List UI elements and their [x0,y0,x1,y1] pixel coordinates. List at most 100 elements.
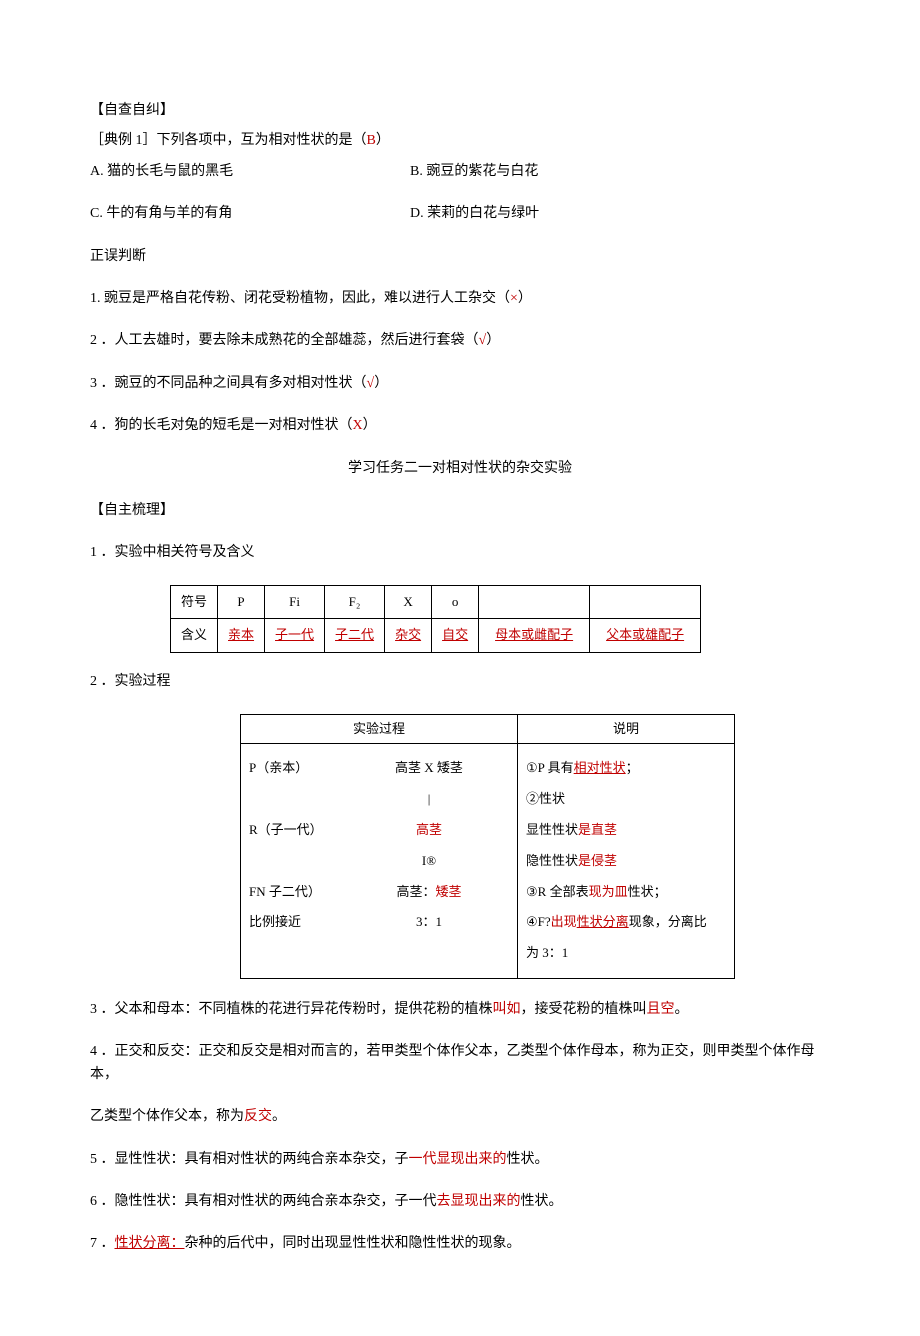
item5-pre: 5 ．显性性状：具有相对性状的两纯合亲本杂交，子 [90,1152,409,1167]
tf3-close: ） [374,376,388,391]
exp6-post: 现象，分离比 [629,914,707,929]
item-7: 7 ．性状分离：杂种的后代中，同时出现显性性状和隐性性状的现象。 [90,1233,830,1255]
f2-pre: 高茎： [396,884,435,899]
td-cross: 杂交 [385,619,432,653]
td-parent: 亲本 [218,619,265,653]
val-father: 父本或雄配子 [606,627,684,642]
tf4-answer: X [353,418,363,433]
item3-mid: ，接受花粉的植株叫 [521,1002,647,1017]
task2-title: 学习任务二一对相对性状的杂交实验 [90,458,830,480]
item5-red: 一代显现出来的 [409,1152,507,1167]
td-f1: 子一代 [265,619,325,653]
exp1-post: ； [626,760,639,775]
process-cell: P（亲本） 高茎 X 矮茎 | R（子一代） 高茎 I® FN 子二代） 高茎：… [241,744,518,979]
exp4-red: 是侵茎 [578,853,617,868]
tf-heading: 正误判断 [90,246,830,268]
item6-pre: 6 ．隐性性状：具有相对性状的两纯合亲本杂交，子一代 [90,1194,437,1209]
selfcheck-heading: 【自查自纠】 [90,100,830,122]
val-parent: 亲本 [228,627,254,642]
val-f2: 子二代 [335,627,374,642]
f2-value: 高茎：矮茎 [349,882,509,903]
item-4-line2: 乙类型个体作父本，称为反交。 [90,1106,830,1128]
td-meaning: 含义 [171,619,218,653]
tf-2: 2 ．人工去雄时，要去除未成熟花的全部雄蕊，然后进行套袋（√） [90,330,830,352]
selforg-heading: 【自主梳理】 [90,500,830,522]
p-label: P（亲本） [249,758,349,779]
th-o: o [432,585,479,619]
explain-7: 为 3：1 [526,943,726,964]
item-6: 6 ．隐性性状：具有相对性状的两纯合亲本杂交，子一代去显现出来的性状。 [90,1191,830,1213]
th-explain: 说明 [518,714,735,744]
td-f2: 子二代 [325,619,385,653]
option-b: B. 豌豆的紫花与白花 [410,161,538,183]
item7-pre: 7 ． [90,1236,115,1251]
val-mother: 母本或雌配子 [495,627,573,642]
options-row-2: C. 牛的有角与羊的有角 D. 茉莉的白花与绿叶 [90,203,830,225]
f1-value: 高茎 [416,822,442,837]
explain-1: ①P 具有相对性状； [526,758,726,779]
th-f2: F₂ [325,585,385,619]
exp1-pre: ①P 具有 [526,760,574,775]
explain-6: ④F?出现性状分离现象，分离比 [526,912,726,933]
tf-3: 3 ．豌豆的不同品种之间具有多对相对性状（√） [90,373,830,395]
item3-post: 。 [675,1002,689,1017]
th-p: P [218,585,265,619]
item7-red: 性状分离： [115,1236,185,1251]
explain-2: ②性状 [526,789,726,810]
th-symbol: 符号 [171,585,218,619]
bar-symbol: | [349,789,509,810]
item4-post: 。 [272,1109,286,1124]
th-blank1 [479,585,590,619]
exp4-pre: 隐性性状 [526,853,578,868]
example-close: ） [376,133,390,148]
val-cross: 杂交 [395,627,421,642]
item-4-line1: 4 ．正交和反交：正交和反交是相对而言的，若甲类型个体作父本，乙类型个体作母本，… [90,1041,830,1086]
th-x: X [385,585,432,619]
explain-cell: ①P 具有相对性状； ②性状 显性性状是直茎 隐性性状是侵茎 ③R 全部表现为皿… [518,744,735,979]
explain-5: ③R 全部表现为皿性状； [526,882,726,903]
self-symbol: I® [349,851,509,872]
ratio-value: 3：1 [349,912,509,933]
item-3: 3 ．父本和母本：不同植株的花进行异花传粉时，提供花粉的植株叫如，接受花粉的植株… [90,999,830,1021]
item-2: 2 ．实验过程 [90,671,830,693]
th-f1: Fi [265,585,325,619]
item4-l2-pre: 乙类型个体作父本，称为 [90,1109,244,1124]
tf-4: 4 ．狗的长毛对兔的短毛是一对相对性状（X） [90,415,830,437]
item7-post: 杂种的后代中，同时出现显性性状和隐性性状的现象。 [185,1236,521,1251]
example-text: ［典例 1］下列各项中，互为相对性状的是（ [90,133,367,148]
item6-post: 性状。 [521,1194,563,1209]
exp1-red: 相对性状 [574,760,626,775]
td-mother: 母本或雌配子 [479,619,590,653]
exp5-pre: ③R 全部表 [526,884,589,899]
f2-red: 矮茎 [436,884,462,899]
example-1: ［典例 1］下列各项中，互为相对性状的是（B） [90,130,830,152]
item-1: 1 ．实验中相关符号及含义 [90,542,830,564]
item-5: 5 ．显性性状：具有相对性状的两纯合亲本杂交，子一代显现出来的性状。 [90,1149,830,1171]
item3-r2: 且空 [647,1002,675,1017]
ratio-label: 比例接近 [249,912,349,933]
tf4-text: 4 ．狗的长毛对兔的短毛是一对相对性状（ [90,418,353,433]
table-row: 符号 P Fi F₂ X o [171,585,701,619]
symbol-table: 符号 P Fi F₂ X o 含义 亲本 子一代 子二代 杂交 自交 母本或雌配… [170,585,701,654]
p-value: 高茎 X 矮茎 [349,758,509,779]
val-self: 自交 [442,627,468,642]
exp3-pre: 显性性状 [526,822,578,837]
f1-label: R（子一代） [249,820,349,841]
exp6-red1: 出现 [551,914,577,929]
table-row: P（亲本） 高茎 X 矮茎 | R（子一代） 高茎 I® FN 子二代） 高茎：… [241,744,735,979]
exp5-post: 性状； [628,884,667,899]
tf1-close: ） [518,291,532,306]
tf1-answer: × [510,291,518,306]
process-table: 实验过程 说明 P（亲本） 高茎 X 矮茎 | R（子一代） 高茎 I® FN … [240,714,735,979]
exp6-pre: ④F? [526,914,551,929]
val-f1: 子一代 [275,627,314,642]
exp3-red: 是直茎 [578,822,617,837]
td-self: 自交 [432,619,479,653]
option-d: D. 茉莉的白花与绿叶 [410,203,539,225]
f2-label: FN 子二代） [249,882,349,903]
example-answer: B [367,133,376,148]
table-row: 实验过程 说明 [241,714,735,744]
item6-red: 去显现出来的 [437,1194,521,1209]
item4-red: 反交 [244,1109,272,1124]
options-row-1: A. 猫的长毛与鼠的黑毛 B. 豌豆的紫花与白花 [90,161,830,183]
